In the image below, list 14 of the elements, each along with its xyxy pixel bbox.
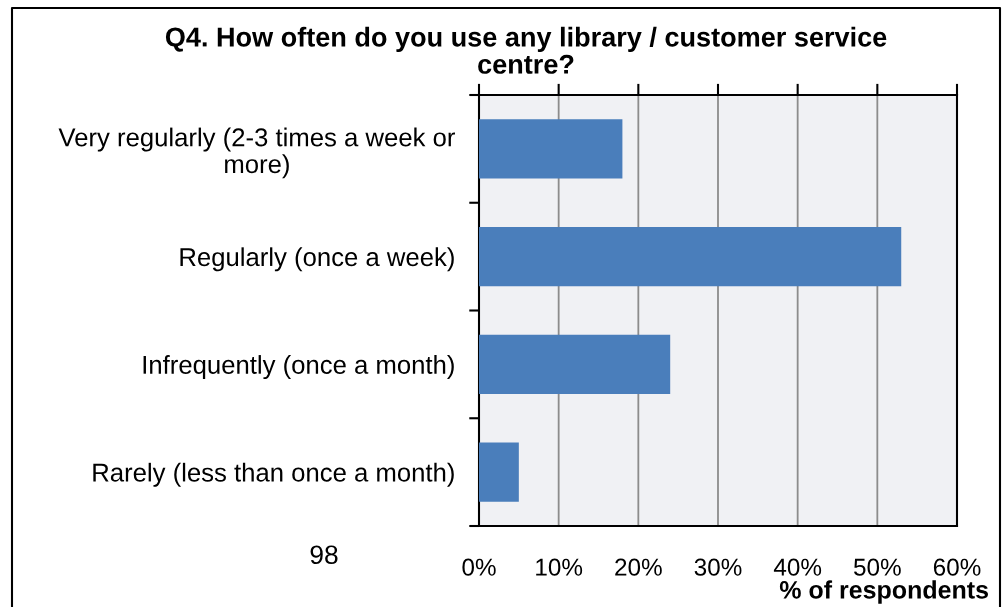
y-tick-label: Infrequently (once a month) (143, 355, 454, 380)
y-tick-label: Very regularly (2-3 times a week or more) (58, 127, 455, 179)
x-tick-label: 10% (536, 558, 583, 576)
text: 98 (310, 545, 338, 565)
chart-title: Q4. How often do you use any library / customer service centre? (165, 26, 887, 74)
x-tick-label: 40% (773, 558, 822, 576)
y-tick-label: Regularly (once a week) (180, 247, 454, 272)
x-tick-label: 30% (694, 558, 742, 576)
x-tick-label: 20% (615, 558, 662, 576)
y-tick-label: Rarely (less than once a month) (93, 462, 454, 487)
x-tick-label: 60% (933, 558, 981, 576)
x-axis-title: % of respondents (779, 580, 988, 604)
x-tick-label: 0% (462, 558, 496, 576)
x-tick-label: 50% (853, 558, 901, 576)
